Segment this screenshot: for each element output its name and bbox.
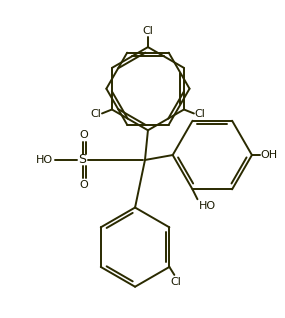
Text: O: O <box>79 130 88 140</box>
Text: S: S <box>79 154 87 167</box>
Text: Cl: Cl <box>170 277 181 287</box>
Text: Cl: Cl <box>142 26 153 36</box>
Text: Cl: Cl <box>195 109 206 120</box>
Text: HO: HO <box>36 155 53 165</box>
Text: O: O <box>79 180 88 190</box>
Text: HO: HO <box>198 201 215 211</box>
Text: Cl: Cl <box>90 109 101 120</box>
Text: OH: OH <box>261 150 278 160</box>
